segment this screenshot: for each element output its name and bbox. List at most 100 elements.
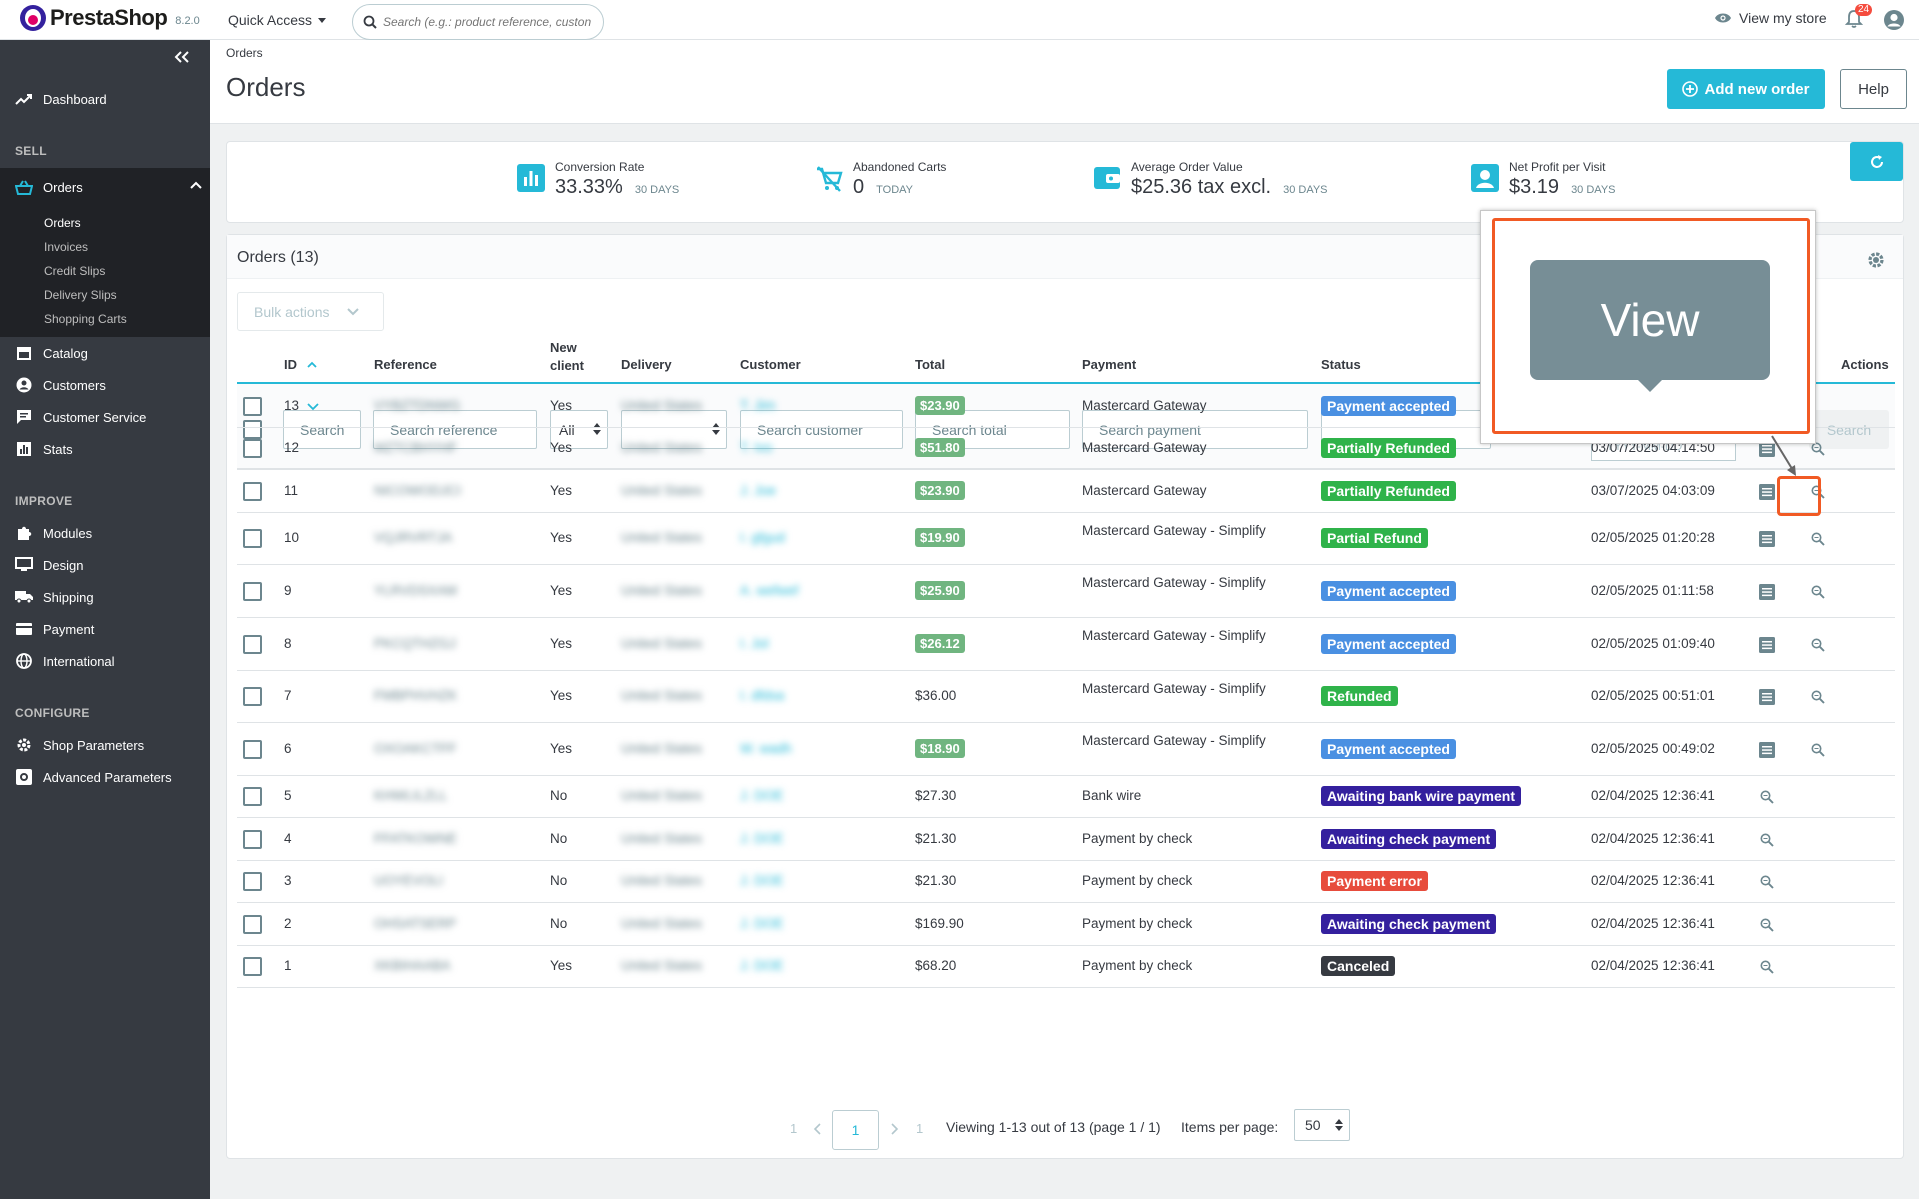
order-customer-link[interactable]: J. DOE (740, 830, 784, 846)
table-row[interactable]: 2 OHSATSERP No United States J. DOE $169.90 Pa… (237, 903, 1895, 946)
table-row[interactable]: 7 FMBPHVHZK Yes United States I. dfdsa $36.00… (237, 671, 1895, 723)
pagination-current[interactable]: 1 (832, 1110, 879, 1150)
column-reference[interactable]: Reference (374, 357, 437, 372)
order-customer-link[interactable]: I. dfdsa (740, 688, 785, 703)
order-customer-link[interactable]: J. DOE (740, 873, 784, 888)
bulk-actions-button[interactable]: Bulk actions (237, 292, 384, 331)
kpi-average-order-value[interactable]: Average Order Value $25.36 tax excl. 30 D… (1093, 160, 1328, 199)
submenu-orders[interactable]: Orders (44, 216, 81, 230)
submenu-credit-slips[interactable]: Credit Slips (44, 264, 106, 278)
kpi-abandoned-carts[interactable]: Abandoned Carts 0 TODAY (815, 160, 946, 199)
invoice-icon[interactable] (1759, 689, 1775, 705)
order-status-badge[interactable]: Awaiting bank wire payment (1321, 786, 1522, 806)
sidebar-item-shop-parameters[interactable]: Shop Parameters (0, 730, 210, 760)
collapse-sidebar-button[interactable] (174, 50, 190, 64)
filter-search-button[interactable]: Search (1809, 410, 1889, 449)
column-payment[interactable]: Payment (1082, 357, 1137, 372)
order-status-badge[interactable]: Canceled (1321, 956, 1396, 976)
pagination-last[interactable]: 1 (916, 1121, 924, 1136)
view-magnifier-icon[interactable] (1760, 875, 1774, 889)
pagination-first[interactable]: 1 (790, 1121, 798, 1136)
filter-reference-input[interactable]: Search reference (373, 410, 537, 449)
chevron-down-icon[interactable] (307, 402, 319, 411)
row-checkbox[interactable] (243, 634, 262, 654)
sidebar-item-dashboard[interactable]: Dashboard (0, 84, 210, 114)
order-customer-link[interactable]: J. Joe (740, 482, 777, 498)
row-checkbox[interactable] (243, 872, 262, 891)
sidebar-item-stats[interactable]: Stats (0, 434, 210, 464)
sidebar-item-design[interactable]: Design (0, 550, 210, 580)
table-row[interactable]: 5 KHWLILZLL No United States J. DOE $27.30 Ban… (237, 776, 1895, 818)
notifications-button[interactable]: 24 (1845, 4, 1873, 29)
order-customer-link[interactable]: J. DOE (740, 958, 784, 973)
row-checkbox[interactable] (243, 529, 262, 548)
order-customer-link[interactable]: J. DOE (740, 915, 784, 931)
order-customer-link[interactable]: J. DOE (740, 788, 784, 803)
chevron-left-icon[interactable] (813, 1123, 821, 1135)
view-magnifier-icon[interactable] (1811, 532, 1825, 546)
order-status-badge[interactable]: Awaiting check payment (1321, 828, 1497, 849)
view-magnifier-icon[interactable] (1811, 743, 1825, 757)
invoice-icon[interactable] (1759, 441, 1775, 457)
filter-payment-input[interactable]: Search payment (1082, 410, 1308, 449)
row-checkbox[interactable] (243, 739, 262, 759)
order-status-badge[interactable]: Payment accepted (1321, 738, 1456, 759)
column-total[interactable]: Total (915, 357, 946, 372)
view-magnifier-icon[interactable] (1811, 638, 1825, 652)
sidebar-item-customer-service[interactable]: Customer Service (0, 402, 210, 432)
column-status[interactable]: Status (1321, 357, 1361, 372)
invoice-icon[interactable] (1759, 483, 1775, 500)
sidebar-item-customers[interactable]: Customers (0, 370, 210, 400)
row-checkbox[interactable] (243, 829, 262, 849)
table-row[interactable]: 10 VQJRVRTJA Yes United States I. gfgud $19.9… (237, 513, 1895, 565)
view-magnifier-icon[interactable] (1760, 833, 1774, 847)
row-checkbox[interactable] (243, 687, 262, 706)
global-search[interactable] (352, 4, 604, 40)
table-row[interactable]: 9 YLRVDSXAM Yes United States A. wefwef $25.9… (237, 565, 1895, 618)
sidebar-item-catalog[interactable]: Catalog (0, 338, 210, 368)
row-checkbox[interactable] (243, 914, 262, 934)
quick-access-dropdown[interactable]: Quick Access (228, 12, 327, 28)
column-id[interactable]: ID (284, 357, 317, 372)
column-new-client[interactable]: New client (550, 339, 584, 375)
account-button[interactable] (1883, 9, 1905, 31)
invoice-icon[interactable] (1759, 636, 1775, 653)
filter-customer-input[interactable]: Search customer (740, 410, 903, 449)
submenu-shopping-carts[interactable]: Shopping Carts (44, 312, 127, 326)
submenu-invoices[interactable]: Invoices (44, 240, 89, 254)
row-checkbox[interactable] (243, 581, 262, 601)
add-new-order-button[interactable]: Add new order (1667, 69, 1825, 109)
table-row[interactable]: 6 OXOAKCTFF Yes United States W. wadh $18.90 M… (237, 723, 1895, 776)
row-checkbox[interactable] (243, 439, 262, 458)
breadcrumb[interactable]: Orders (226, 46, 263, 60)
refresh-kpi-button[interactable] (1850, 142, 1903, 181)
column-delivery[interactable]: Delivery (621, 357, 672, 372)
order-customer-link[interactable]: W. wadh (740, 740, 792, 756)
invoice-icon[interactable] (1759, 531, 1775, 547)
filter-new-client-select[interactable]: All (550, 410, 608, 449)
filter-delivery-select[interactable] (621, 410, 727, 449)
gear-icon[interactable] (1867, 251, 1885, 269)
table-row[interactable]: 1 XKBIHAABA Yes United States J. DOE $68.20 Pa… (237, 946, 1895, 988)
table-row[interactable]: 4 FFATKOWNE No United States J. DOE $21.30 Pay… (237, 818, 1895, 861)
order-status-badge[interactable]: Payment accepted (1321, 395, 1456, 416)
view-magnifier-icon[interactable] (1760, 790, 1774, 804)
invoice-icon[interactable] (1759, 741, 1775, 758)
view-magnifier-icon[interactable] (1811, 442, 1825, 456)
filter-total-input[interactable]: Search total (915, 410, 1070, 449)
view-magnifier-icon[interactable] (1811, 690, 1825, 704)
items-per-page-select[interactable]: 50 (1294, 1109, 1350, 1141)
row-checkbox[interactable] (243, 957, 262, 976)
table-row[interactable]: 8 PKCQTHZGJ Yes United States I. Jol $26.12 Ma… (237, 618, 1895, 671)
order-status-badge[interactable]: Payment error (1321, 871, 1428, 891)
order-status-badge[interactable]: Payment accepted (1321, 580, 1456, 601)
order-status-badge[interactable]: Payment accepted (1321, 633, 1456, 654)
submenu-delivery-slips[interactable]: Delivery Slips (44, 288, 117, 302)
order-customer-link[interactable]: I. Jol (740, 635, 769, 651)
help-button[interactable]: Help (1840, 69, 1907, 109)
row-checkbox[interactable] (243, 481, 262, 501)
sidebar-item-orders[interactable]: Orders (0, 168, 210, 207)
order-customer-link[interactable]: T. Jim (740, 397, 776, 413)
order-customer-link[interactable]: T. Ivo (740, 440, 773, 455)
kpi-conversion-rate[interactable]: Conversion Rate 33.33% 30 DAYS (517, 160, 679, 199)
